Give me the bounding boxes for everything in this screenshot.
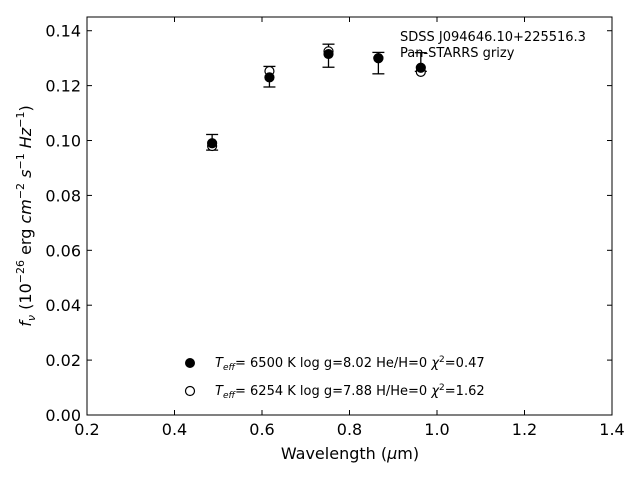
filled-model-point-3 (373, 53, 384, 64)
filled-model-point-1 (264, 72, 275, 83)
y-tick-label-3: 0.06 (45, 241, 81, 260)
legend-2-chi: =1.62 (445, 384, 485, 399)
legend-2-teff: 6254 K (250, 384, 296, 399)
x-tick-label-2: 0.6 (249, 420, 274, 439)
legend-2-logg: log g=7.88 (300, 384, 372, 399)
x-tick-label-4: 1.0 (424, 420, 449, 439)
legend-marker-open (184, 385, 196, 397)
data-points (206, 43, 427, 152)
y-tick-label-4: 0.08 (45, 186, 81, 205)
x-tick-label-3: 0.8 (337, 420, 362, 439)
legend: Teff= 6500 K log g=8.02 He/H=0 χ2=0.47 T… (184, 355, 485, 401)
y-tick-label-7: 0.14 (45, 22, 81, 41)
annotation-survey: Pan-STARRS grizy (400, 46, 515, 61)
legend-1-chi: =0.47 (445, 356, 485, 371)
x-axis-label: Wavelength (μm) (281, 444, 419, 463)
y-tick-label-6: 0.12 (45, 77, 81, 96)
filled-model-point-4 (415, 62, 426, 73)
x-tick-label-1: 0.4 (162, 420, 187, 439)
annotation-object-name: SDSS J094646.10+225516.3 (400, 30, 586, 45)
y-tick-label-1: 0.02 (45, 351, 81, 370)
y-tick-label-2: 0.04 (45, 296, 81, 315)
axis-ticks: 0.2 0.4 0.6 0.8 1.0 1.2 1.4 0.00 0.02 0.04 0.06 0.0… (45, 17, 625, 439)
filled-model-point-0 (207, 138, 218, 149)
y-axis-label: fν (10−26 erg cm−2 s−1 Hz−1) (14, 105, 38, 326)
x-tick-label-6: 1.4 (599, 420, 624, 439)
legend-1-logg: log g=8.02 (300, 356, 372, 371)
legend-1-comp: He/H=0 (376, 356, 427, 371)
legend-2-comp: H/He=0 (376, 384, 427, 399)
legend-1-teff: 6500 K (250, 356, 296, 371)
x-tick-label-5: 1.2 (512, 420, 537, 439)
legend-entry-2: Teff= 6254 K log g=7.88 H/He=0 χ2=1.62 (215, 383, 485, 401)
legend-entry-1: Teff= 6500 K log g=8.02 He/H=0 χ2=0.47 (215, 355, 485, 373)
plot-frame (86, 16, 613, 416)
legend-marker-filled (185, 358, 195, 368)
x-tick-label-0: 0.2 (74, 420, 99, 439)
y-tick-label-0: 0.00 (45, 406, 81, 425)
y-tick-label-5: 0.10 (45, 132, 81, 151)
filled-model-point-2 (323, 48, 334, 60)
